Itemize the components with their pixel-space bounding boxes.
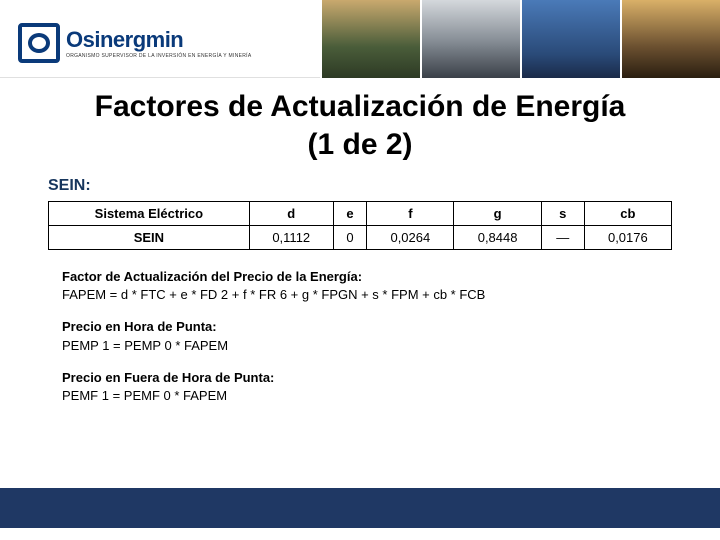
- logo-subtitle: ORGANISMO SUPERVISOR DE LA INVERSIÓN EN …: [66, 53, 251, 59]
- col-e: e: [333, 202, 366, 226]
- col-s: s: [541, 202, 584, 226]
- cell-d: 0,1112: [249, 226, 333, 250]
- section-label: SEIN:: [48, 177, 720, 195]
- logo-mark-icon: [18, 23, 60, 63]
- punta-title: Precio en Hora de Punta:: [62, 318, 658, 336]
- title-line2: (1 de 2): [307, 128, 412, 161]
- header-photo-strip: [320, 0, 720, 78]
- factor-equation: FAPEM = d * FTC + e * FD 2 + f * FR 6 + …: [62, 286, 658, 304]
- fuera-group: Precio en Fuera de Hora de Punta: PEMF 1…: [62, 369, 658, 405]
- factor-title: Factor de Actualización del Precio de la…: [62, 268, 658, 286]
- footer-bar: [0, 488, 720, 528]
- punta-group: Precio en Hora de Punta: PEMP 1 = PEMP 0…: [62, 318, 658, 354]
- fuera-equation: PEMF 1 = PEMF 0 * FAPEM: [62, 387, 658, 405]
- cell-sistema: SEIN: [49, 226, 250, 250]
- factor-group: Factor de Actualización del Precio de la…: [62, 268, 658, 304]
- table-header-row: Sistema Eléctrico d e f g s cb: [49, 202, 672, 226]
- title-line1: Factores de Actualización de Energía: [95, 90, 626, 123]
- slide-title: Factores de Actualización de Energía (1 …: [0, 88, 720, 163]
- cell-s: —: [541, 226, 584, 250]
- factors-table-wrap: Sistema Eléctrico d e f g s cb SEIN 0,11…: [48, 201, 672, 250]
- header-photo-2: [420, 0, 520, 78]
- header-photo-3: [520, 0, 620, 78]
- col-d: d: [249, 202, 333, 226]
- col-g: g: [454, 202, 541, 226]
- factors-table: Sistema Eléctrico d e f g s cb SEIN 0,11…: [48, 201, 672, 250]
- logo-word: Osinergmin: [66, 27, 251, 53]
- header-photo-4: [620, 0, 720, 78]
- cell-f: 0,0264: [367, 226, 454, 250]
- col-cb: cb: [584, 202, 671, 226]
- header-strip: Osinergmin ORGANISMO SUPERVISOR DE LA IN…: [0, 0, 720, 78]
- cell-cb: 0,0176: [584, 226, 671, 250]
- col-sistema: Sistema Eléctrico: [49, 202, 250, 226]
- header-photo-1: [320, 0, 420, 78]
- fuera-title: Precio en Fuera de Hora de Punta:: [62, 369, 658, 387]
- cell-e: 0: [333, 226, 366, 250]
- logo: Osinergmin ORGANISMO SUPERVISOR DE LA IN…: [18, 18, 258, 68]
- cell-g: 0,8448: [454, 226, 541, 250]
- formula-block: Factor de Actualización del Precio de la…: [62, 268, 658, 405]
- punta-equation: PEMP 1 = PEMP 0 * FAPEM: [62, 337, 658, 355]
- table-row: SEIN 0,1112 0 0,0264 0,8448 — 0,0176: [49, 226, 672, 250]
- col-f: f: [367, 202, 454, 226]
- logo-text: Osinergmin ORGANISMO SUPERVISOR DE LA IN…: [66, 27, 251, 59]
